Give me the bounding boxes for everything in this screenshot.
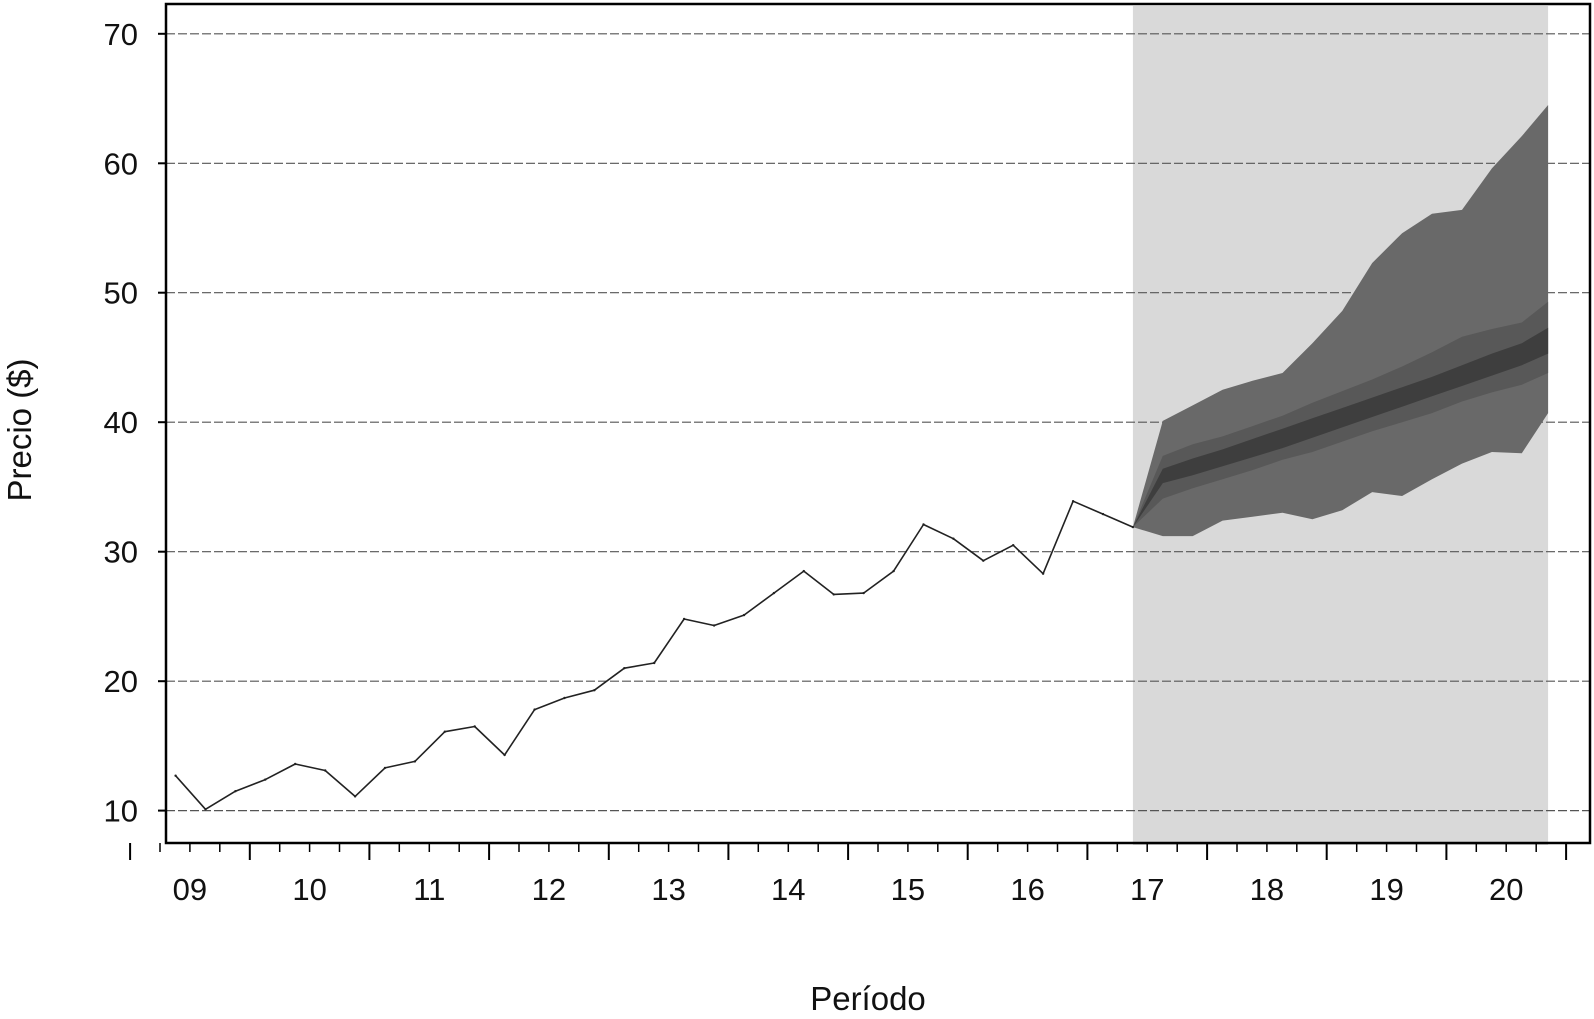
data-point-17 bbox=[682, 617, 686, 621]
data-point-10 bbox=[473, 725, 476, 728]
y-tick-label-70: 70 bbox=[104, 17, 138, 52]
x-tick-label-14: 14 bbox=[771, 872, 805, 907]
x-tick-label-15: 15 bbox=[891, 872, 925, 907]
x-tick-label-17: 17 bbox=[1130, 872, 1164, 907]
y-axis-title: Precio ($) bbox=[1, 358, 38, 501]
data-point-24 bbox=[892, 569, 895, 573]
forecast-band-inner bbox=[1132, 327, 1549, 528]
x-tick-label-13: 13 bbox=[651, 872, 685, 907]
data-point-5 bbox=[324, 769, 327, 772]
data-point-13 bbox=[563, 696, 566, 700]
data-point-0 bbox=[174, 774, 177, 777]
price-series-line bbox=[175, 500, 1134, 811]
y-tick-label-40: 40 bbox=[104, 405, 138, 440]
data-point-30 bbox=[1071, 500, 1075, 503]
data-point-25 bbox=[922, 523, 925, 526]
data-point-29 bbox=[1041, 572, 1045, 575]
x-tick-label-20: 20 bbox=[1489, 872, 1523, 907]
y-tick-label-60: 60 bbox=[104, 146, 138, 181]
data-point-26 bbox=[952, 537, 955, 540]
data-point-12 bbox=[533, 708, 536, 711]
data-point-8 bbox=[413, 760, 417, 763]
x-tick-label-09: 09 bbox=[173, 872, 207, 907]
data-point-11 bbox=[503, 753, 506, 757]
y-tick-label-30: 30 bbox=[104, 535, 138, 570]
data-point-14 bbox=[593, 689, 596, 692]
forecast-bands-layer bbox=[1132, 105, 1549, 537]
data-point-4 bbox=[294, 762, 297, 766]
x-tick-label-12: 12 bbox=[532, 872, 566, 907]
x-tick-label-18: 18 bbox=[1250, 872, 1284, 907]
x-tick-label-11: 11 bbox=[413, 872, 445, 907]
data-point-32 bbox=[1131, 525, 1135, 529]
data-point-28 bbox=[1012, 544, 1015, 547]
data-point-18 bbox=[712, 624, 716, 627]
x-tick-label-10: 10 bbox=[292, 872, 326, 907]
data-point-27 bbox=[982, 559, 985, 562]
x-tick-label-16: 16 bbox=[1010, 872, 1044, 907]
data-point-15 bbox=[623, 667, 626, 670]
data-point-20 bbox=[772, 591, 776, 595]
data-point-7 bbox=[383, 766, 387, 770]
series-layer bbox=[174, 500, 1135, 811]
x-axis-title: Período bbox=[810, 980, 926, 1017]
data-point-23 bbox=[862, 591, 865, 595]
y-tick-label-50: 50 bbox=[104, 276, 138, 311]
data-point-22 bbox=[832, 593, 835, 596]
data-point-21 bbox=[802, 569, 805, 573]
x-axis: 09 10 11 12 13 14 15 16 17 18 19 20 bbox=[129, 843, 1568, 907]
data-point-3 bbox=[264, 778, 267, 781]
data-point-31 bbox=[1101, 512, 1105, 516]
forecast-band-outer bbox=[1132, 105, 1549, 537]
y-axis: 10 20 30 40 50 60 70 bbox=[104, 17, 166, 829]
data-point-16 bbox=[653, 661, 656, 665]
y-tick-label-20: 20 bbox=[104, 664, 138, 699]
y-tick-label-10: 10 bbox=[104, 794, 138, 829]
data-point-1 bbox=[204, 808, 207, 811]
gridlines-layer bbox=[166, 33, 1590, 812]
data-point-9 bbox=[443, 730, 446, 733]
data-point-2 bbox=[234, 790, 237, 793]
data-point-6 bbox=[353, 795, 357, 798]
x-tick-label-19: 19 bbox=[1369, 872, 1403, 907]
data-point-19 bbox=[742, 613, 746, 617]
